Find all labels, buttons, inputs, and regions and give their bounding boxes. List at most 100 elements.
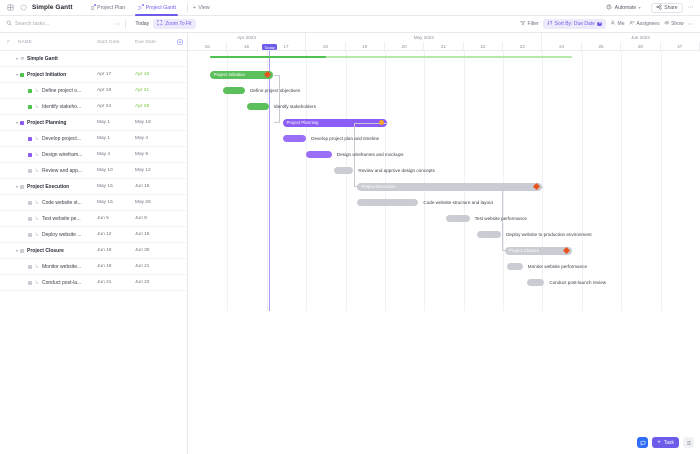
toolbar-overflow-button[interactable]: ⋯ [687, 21, 694, 28]
due-date-cell[interactable]: Apr 28 [135, 104, 150, 109]
automate-button[interactable]: Automate ▾ [602, 2, 645, 13]
new-task-fab-button[interactable]: + Task [652, 437, 679, 448]
status-circle-icon[interactable] [19, 4, 27, 12]
column-header-start-date[interactable]: Start Date [97, 39, 120, 44]
start-date-cell[interactable]: Apr 18 [97, 88, 112, 93]
start-date-cell[interactable]: May 1 [97, 136, 111, 141]
gantt-bar[interactable] [306, 151, 332, 158]
filter-button[interactable]: Filter [520, 20, 539, 28]
due-date-cell[interactable]: May 12 [135, 168, 151, 173]
tab-badge-dot [142, 3, 145, 6]
share-button[interactable]: Share [650, 2, 683, 13]
due-date-cell[interactable]: Jun 16 [135, 232, 150, 237]
due-date-cell[interactable]: May 9 [135, 152, 149, 157]
table-row[interactable]: ▾ Project Closure Jun 19 Jun 30 [0, 243, 187, 259]
expand-caret[interactable]: ▾ [15, 248, 18, 253]
gantt-bar[interactable] [526, 279, 545, 286]
menu-fab-button[interactable] [683, 437, 694, 448]
expand-caret[interactable]: ▾ [15, 56, 18, 61]
status-swatch [20, 248, 24, 253]
clear-sort-icon[interactable]: ✕ [597, 21, 603, 27]
sort-chip[interactable]: Sort By: Due Date ✕ [542, 19, 607, 29]
milestone-marker[interactable] [378, 120, 384, 125]
expand-caret[interactable]: ▾ [15, 184, 18, 189]
gantt-bar[interactable] [282, 135, 307, 142]
start-date-cell[interactable]: Jun 19 [97, 264, 112, 269]
assignees-button[interactable]: Assignees [628, 20, 660, 28]
tab-project-gantt[interactable]: Project Gantt [131, 0, 182, 16]
gantt-bar[interactable] [445, 215, 470, 222]
start-date-cell[interactable]: May 4 [97, 152, 111, 157]
zoom-to-fit-button[interactable]: Zoom To Fit [153, 19, 196, 29]
gantt-bar[interactable]: Project Closure [505, 246, 572, 255]
due-date-cell[interactable]: Jun 16 [135, 184, 150, 189]
gantt-bar[interactable]: Project Planning [282, 118, 387, 127]
due-date-cell[interactable]: Jun 9 [135, 216, 147, 221]
column-header-due-date[interactable]: Due Date [135, 39, 157, 44]
gantt-bar[interactable]: Project Initiation [209, 70, 273, 79]
gantt-bar[interactable] [247, 103, 269, 110]
gantt-bar[interactable] [357, 199, 419, 206]
gantt-bar[interactable] [223, 87, 246, 94]
due-date-cell[interactable]: Apr 18 [135, 72, 150, 77]
timeline-body[interactable]: Today Project Initiation Define project ob… [188, 44, 700, 311]
start-date-cell[interactable]: Jun 21 [97, 280, 112, 285]
gantt-bar[interactable]: Project Execution [357, 182, 543, 191]
column-header-name[interactable]: NAME [18, 39, 33, 44]
start-date-cell[interactable]: May 10 [97, 168, 113, 173]
today-button[interactable]: Today [135, 21, 150, 27]
table-row[interactable]: ▾ Project Execution May 15 Jun 16 [0, 179, 187, 195]
task-name: Project Execution [27, 183, 70, 190]
start-date-cell[interactable]: Apr 17 [97, 72, 112, 77]
start-date-cell[interactable]: May 15 [97, 200, 113, 205]
table-row[interactable]: ▾ Project Initiation Apr 17 Apr 18 [0, 67, 187, 83]
show-button[interactable]: Show [663, 20, 684, 28]
tab-project-plan[interactable]: Project Plan [83, 0, 131, 16]
start-date-cell[interactable]: Apr 24 [97, 104, 112, 109]
due-date-cell[interactable]: Jun 21 [135, 264, 150, 269]
add-column-button[interactable] [173, 38, 187, 45]
expand-caret[interactable]: ▾ [15, 72, 18, 77]
due-date-cell[interactable]: May 4 [135, 136, 149, 141]
due-date-cell[interactable]: Jun 23 [135, 280, 150, 285]
me-filter-button[interactable]: Me [610, 20, 625, 28]
start-date-cell[interactable]: May 15 [97, 184, 113, 189]
due-date-cell[interactable]: Apr 21 [135, 88, 150, 93]
grid-icon[interactable] [6, 4, 14, 12]
due-date-cell[interactable]: May 19 [135, 120, 151, 125]
subtask-icon [35, 280, 40, 285]
table-row[interactable]: ▾ Project Planning May 1 May 19 [0, 115, 187, 131]
task-name: Review and app... [42, 167, 83, 174]
task-name: Deploy website ... [42, 231, 82, 238]
due-date-cell[interactable]: May 26 [135, 200, 151, 205]
start-date-cell[interactable]: Jun 5 [97, 216, 109, 221]
gantt-bar-label: Project Initiation [213, 72, 245, 77]
search-options-button[interactable]: ⋯ [114, 21, 121, 28]
chat-fab-button[interactable] [637, 437, 649, 448]
select-all-icon[interactable] [0, 39, 16, 44]
header-overflow-button[interactable]: ⋯ [687, 5, 694, 11]
gantt-bar[interactable] [333, 167, 354, 174]
expand-caret[interactable]: ▾ [15, 120, 18, 125]
start-date-cell[interactable]: May 1 [97, 120, 111, 125]
due-date-cell[interactable]: Jun 30 [135, 248, 150, 253]
gantt-bar[interactable] [507, 263, 523, 270]
app-header: Simple Gantt Project Plan Project Gantt … [0, 0, 700, 16]
add-view-button[interactable]: + View [193, 5, 210, 11]
grid-root-row[interactable]: ▾ Simple Gantt [0, 51, 187, 67]
search-input[interactable]: Search tasks... [6, 20, 114, 28]
start-date-cell[interactable]: Jun 12 [97, 232, 112, 237]
gantt-bar[interactable] [477, 231, 502, 238]
start-date-cell[interactable]: Jun 19 [97, 248, 112, 253]
